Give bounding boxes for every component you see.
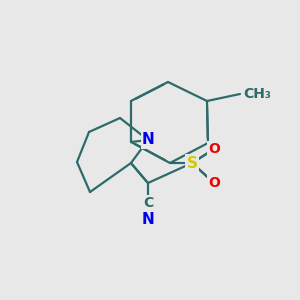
Text: N: N (142, 212, 154, 227)
Text: O: O (208, 142, 220, 156)
Text: N: N (142, 133, 154, 148)
Text: CH₃: CH₃ (243, 87, 271, 101)
Text: O: O (208, 176, 220, 190)
Text: C: C (143, 196, 153, 210)
Text: S: S (187, 155, 197, 170)
